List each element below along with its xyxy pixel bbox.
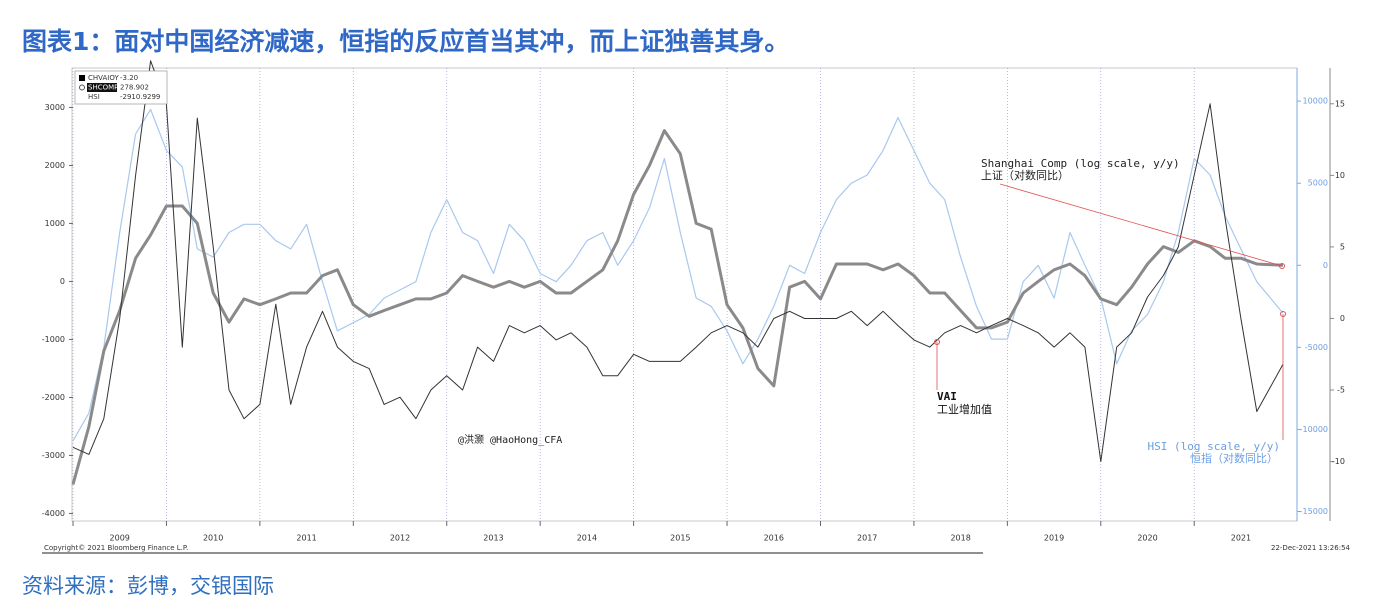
annotation: 工业增加值: [937, 402, 992, 416]
annotation: 上证（对数同比）: [981, 168, 1069, 182]
series-line: [72, 60, 1284, 463]
x-tick-label: 2010: [203, 534, 223, 543]
plot-frame: [71, 67, 1298, 522]
legend-value: -2910.9299: [120, 93, 160, 101]
x-tick-label: 2021: [1231, 534, 1251, 543]
annotation-dot: [1279, 263, 1285, 269]
y-tick-label: 0: [60, 277, 65, 286]
y-tick-label: 1000: [45, 219, 65, 228]
annotation-dot: [1280, 311, 1286, 317]
annotation: VAI: [937, 390, 957, 403]
y-tick-label: 3000: [45, 103, 65, 112]
x-tick-label: 2013: [483, 534, 503, 543]
y-tick-label: -2000: [42, 393, 65, 402]
y2-tick-label: -10000: [1300, 425, 1328, 434]
timestamp: 22-Dec-2021 13:26:54: [1271, 544, 1351, 552]
x-tick-label: 2011: [296, 534, 316, 543]
legend-swatch: [79, 75, 85, 81]
y3-tick-label: 5: [1340, 242, 1345, 251]
series-line: [72, 108, 1284, 442]
source: 资料来源：彭博，交银国际: [22, 574, 274, 598]
annotation: Shanghai Comp (log scale, y/y): [981, 157, 1180, 170]
x-tick-label: 2015: [670, 534, 690, 543]
y2-tick-label: 0: [1323, 261, 1328, 270]
y3-tick-label: 0: [1340, 314, 1345, 323]
y2-tick-label: -15000: [1300, 507, 1328, 516]
y2-tick-label: 10000: [1303, 97, 1328, 106]
x-tick-label: 2016: [764, 534, 784, 543]
legend-value: -3.20: [120, 74, 138, 82]
y-tick-label: -1000: [42, 335, 65, 344]
series-line: [71, 129, 1284, 485]
x-tick-label: 2019: [1044, 534, 1064, 543]
x-tick-label: 2014: [577, 534, 597, 543]
x-tick-label: 2017: [857, 534, 877, 543]
annotation-dot: [934, 339, 940, 345]
annotation: @洪灏 @HaoHong_CFA: [458, 434, 562, 446]
legend-label: HSI: [88, 93, 100, 101]
y3-tick-label: 15: [1335, 99, 1345, 108]
y-tick-label: 2000: [45, 161, 65, 170]
annotation: 恒指（对数同比）: [1190, 451, 1278, 465]
x-tick-label: 2012: [390, 534, 410, 543]
y-tick-label: -3000: [42, 451, 65, 460]
y3-tick-label: -5: [1337, 386, 1345, 395]
x-tick-label: 2018: [950, 534, 970, 543]
legend-label: CHVAIOY: [88, 74, 119, 82]
legend-value: 278.902: [120, 84, 149, 92]
legend-label: SHCOMP: [88, 84, 118, 92]
x-tick-label: 2009: [110, 534, 130, 543]
y3-tick-label: 10: [1335, 171, 1345, 180]
title: 图表1：面对中国经济减速，恒指的反应首当其冲，而上证独善其身。: [22, 27, 790, 56]
x-tick-label: 2020: [1137, 534, 1157, 543]
y-tick-label: -4000: [42, 509, 65, 518]
y2-tick-label: -5000: [1305, 343, 1328, 352]
legend-swatch: [79, 84, 85, 91]
annotation-leader: [999, 183, 1283, 267]
legend-highlight: [87, 83, 117, 92]
copyright: Copyright© 2021 Bloomberg Finance L.P.: [44, 544, 188, 552]
annotation: HSI (log scale, y/y): [1148, 440, 1280, 453]
y3-tick-label: -10: [1332, 457, 1345, 466]
y2-tick-label: 5000: [1308, 179, 1328, 188]
